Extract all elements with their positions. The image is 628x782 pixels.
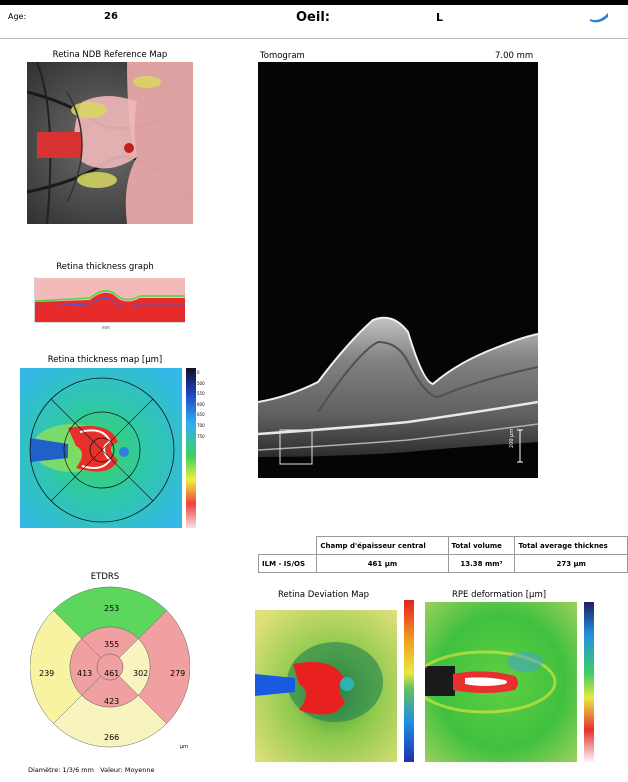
table-cell: 461 µm: [316, 554, 449, 573]
rpe-colorbar: [584, 602, 594, 762]
tick: 700: [197, 422, 205, 428]
table-header-cell: Total average thicknes: [514, 536, 628, 555]
table-header-cell: Total volume: [447, 536, 516, 555]
etdrs-grid: [29, 585, 191, 750]
etdrs-unit: µm: [180, 744, 189, 750]
deviation-colorbar: [404, 600, 414, 762]
tick: 0: [197, 370, 200, 375]
svg-text:mm: mm: [102, 325, 110, 330]
thickness-graph-title: Retina thickness graph: [56, 262, 154, 272]
thickness-graph: mm: [20, 274, 190, 330]
thickness-map-title: Retina thickness map [µm]: [47, 355, 163, 365]
etdrs-outer-nasal-value: 239: [39, 669, 55, 678]
etdrs-outer-temporal-value: 279: [170, 669, 186, 678]
table-cell: 273 µm: [514, 554, 628, 573]
tick: 500: [197, 380, 205, 386]
etdrs-inner-nasal-value: 413: [77, 669, 93, 678]
corner-logo-icon: [590, 8, 608, 23]
table-header-row: Champ d'épaisseur central Total volume T…: [259, 536, 628, 555]
eye-value: L: [436, 11, 444, 24]
table-header-cell: [259, 537, 317, 555]
etdrs-title: ETDRS: [90, 572, 120, 582]
deviation-map-title: Retina Deviation Map: [278, 590, 370, 600]
tick: 600: [197, 401, 205, 407]
tick: 650: [197, 412, 205, 418]
table-cell: ILM - IS/OS: [257, 554, 318, 573]
thickness-stats-table: Champ d'épaisseur central Total volume T…: [257, 536, 628, 573]
etdrs-outer-superior-value: 253: [104, 604, 120, 613]
age-label: Age:: [8, 12, 27, 21]
tick: 750: [197, 433, 205, 439]
etdrs-inner-inferior-value: 423: [104, 697, 120, 706]
table-header-cell: Champ d'épaisseur central: [316, 536, 449, 555]
reference-map-title: Retina NDB Reference Map: [52, 50, 168, 60]
table-row: ILM - IS/OS 461 µm 13.38 mm³ 273 µm: [257, 554, 628, 573]
etdrs-inner-temporal-value: 302: [133, 669, 149, 678]
thickness-map-image: [20, 368, 182, 528]
etdrs-center: [96, 653, 124, 681]
header-divider: [0, 38, 628, 39]
thickness-colorbar-ticks: 0 500 550 600 650 700 750: [197, 368, 215, 528]
top-border: [0, 0, 628, 5]
table-cell: 13.38 mm³: [447, 554, 516, 573]
deviation-map-image: [255, 610, 397, 762]
tick: 550: [197, 391, 205, 397]
tomogram-scale-label: 200 µm: [509, 428, 515, 448]
rpe-map-image: [413, 602, 577, 762]
eye-label: Oeil:: [296, 10, 330, 25]
etdrs-center-value: 461: [104, 669, 120, 678]
rpe-map-title: RPE deformation [µm]: [452, 590, 547, 600]
thickness-colorbar: [186, 368, 196, 528]
etdrs-inner-superior-value: 355: [104, 640, 120, 649]
etdrs-footer: Diamètre: 1/3/6 mm Valeur: Moyenne: [28, 766, 155, 774]
age-value: 26: [104, 11, 118, 22]
tomogram-image: [257, 62, 539, 478]
tomogram-title: Tomogram: [260, 51, 305, 61]
tomogram-width-label: 7.00 mm: [495, 51, 534, 61]
etdrs-outer-inferior-value: 266: [104, 733, 120, 742]
reference-map-image: [26, 61, 195, 225]
